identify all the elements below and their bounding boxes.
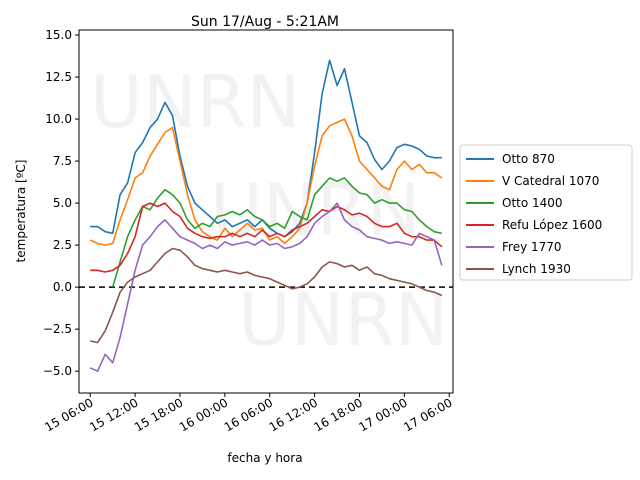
watermark-middle: UNRN (210, 168, 420, 252)
y-axis-label: temperatura [ºC] (14, 160, 28, 263)
axes-frame (78, 29, 454, 394)
y-axis: −5.0 −2.5 0.0 2.5 5.0 7.5 10.0 12.5 15.0 (43, 28, 79, 378)
legend: Otto 870 V Catedral 1070 Otto 1400 Refu Lóp… (459, 144, 633, 281)
series-line-2 (111, 177, 442, 288)
legend-label-3: Refu López 1600 (502, 218, 602, 232)
y-tick-label-6: 10.0 (45, 112, 72, 126)
y-tick-label-5: 7.5 (53, 154, 72, 168)
legend-label-2: Otto 1400 (502, 196, 563, 210)
legend-box (459, 144, 633, 281)
chart-title: Sun 17/Aug - 5:21AM (191, 14, 339, 30)
series-group (89, 59, 443, 372)
y-tick-label-1: −2.5 (43, 322, 72, 336)
legend-label-0: Otto 870 (502, 152, 555, 166)
legend-label-5: Lynch 1930 (502, 262, 571, 276)
watermark-top: UNRN (90, 60, 300, 144)
x-axis-label: fecha y hora (227, 451, 302, 465)
y-tick-label-7: 12.5 (45, 70, 72, 84)
series-line-4 (89, 202, 443, 372)
series-line-3 (90, 202, 443, 273)
y-tick-label-4: 5.0 (53, 196, 72, 210)
legend-label-4: Frey 1770 (502, 240, 562, 254)
series-line-5 (90, 247, 443, 344)
legend-label-1: V Catedral 1070 (502, 174, 599, 188)
y-tick-label-2: 0.0 (53, 280, 72, 294)
y-tick-label-3: 2.5 (53, 238, 72, 252)
y-tick-label-8: 15.0 (45, 28, 72, 42)
y-tick-label-0: −5.0 (43, 364, 72, 378)
watermark-bottom: UNRN (238, 278, 448, 362)
